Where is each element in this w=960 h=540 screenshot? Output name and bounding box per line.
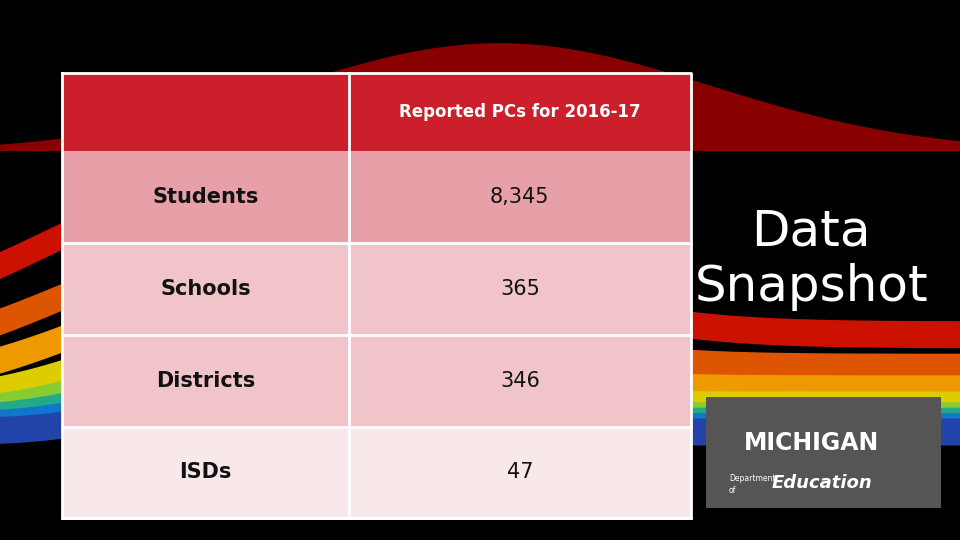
Polygon shape: [0, 343, 960, 429]
Text: Department: Department: [730, 474, 776, 483]
Polygon shape: [0, 278, 960, 402]
Bar: [348, 335, 691, 427]
Text: 8,345: 8,345: [491, 187, 550, 207]
Bar: [62, 151, 348, 243]
Polygon shape: [0, 316, 960, 418]
Polygon shape: [0, 235, 960, 381]
Bar: [706, 397, 941, 508]
Text: 365: 365: [500, 279, 540, 299]
Text: Education: Education: [772, 474, 873, 492]
Text: Reported PCs for 2016-17: Reported PCs for 2016-17: [399, 103, 640, 121]
Text: MICHIGAN: MICHIGAN: [744, 431, 879, 455]
Bar: [62, 427, 348, 518]
Polygon shape: [0, 170, 960, 348]
Bar: [62, 73, 348, 151]
Polygon shape: [0, 359, 960, 435]
Text: Districts: Districts: [156, 370, 255, 390]
Bar: [62, 243, 348, 335]
Text: 47: 47: [507, 462, 533, 482]
Text: of: of: [730, 487, 736, 496]
Text: ISDs: ISDs: [180, 462, 231, 482]
Polygon shape: [0, 0, 960, 145]
Bar: [348, 427, 691, 518]
Bar: [348, 243, 691, 335]
Bar: [348, 73, 691, 151]
Bar: [62, 335, 348, 427]
Polygon shape: [0, 0, 960, 151]
Polygon shape: [0, 381, 960, 446]
Text: Students: Students: [153, 187, 258, 207]
Bar: [348, 151, 691, 243]
Text: Schools: Schools: [160, 279, 251, 299]
Text: 346: 346: [500, 370, 540, 390]
Text: Data
Snapshot: Data Snapshot: [694, 207, 928, 311]
Polygon shape: [0, 370, 960, 440]
